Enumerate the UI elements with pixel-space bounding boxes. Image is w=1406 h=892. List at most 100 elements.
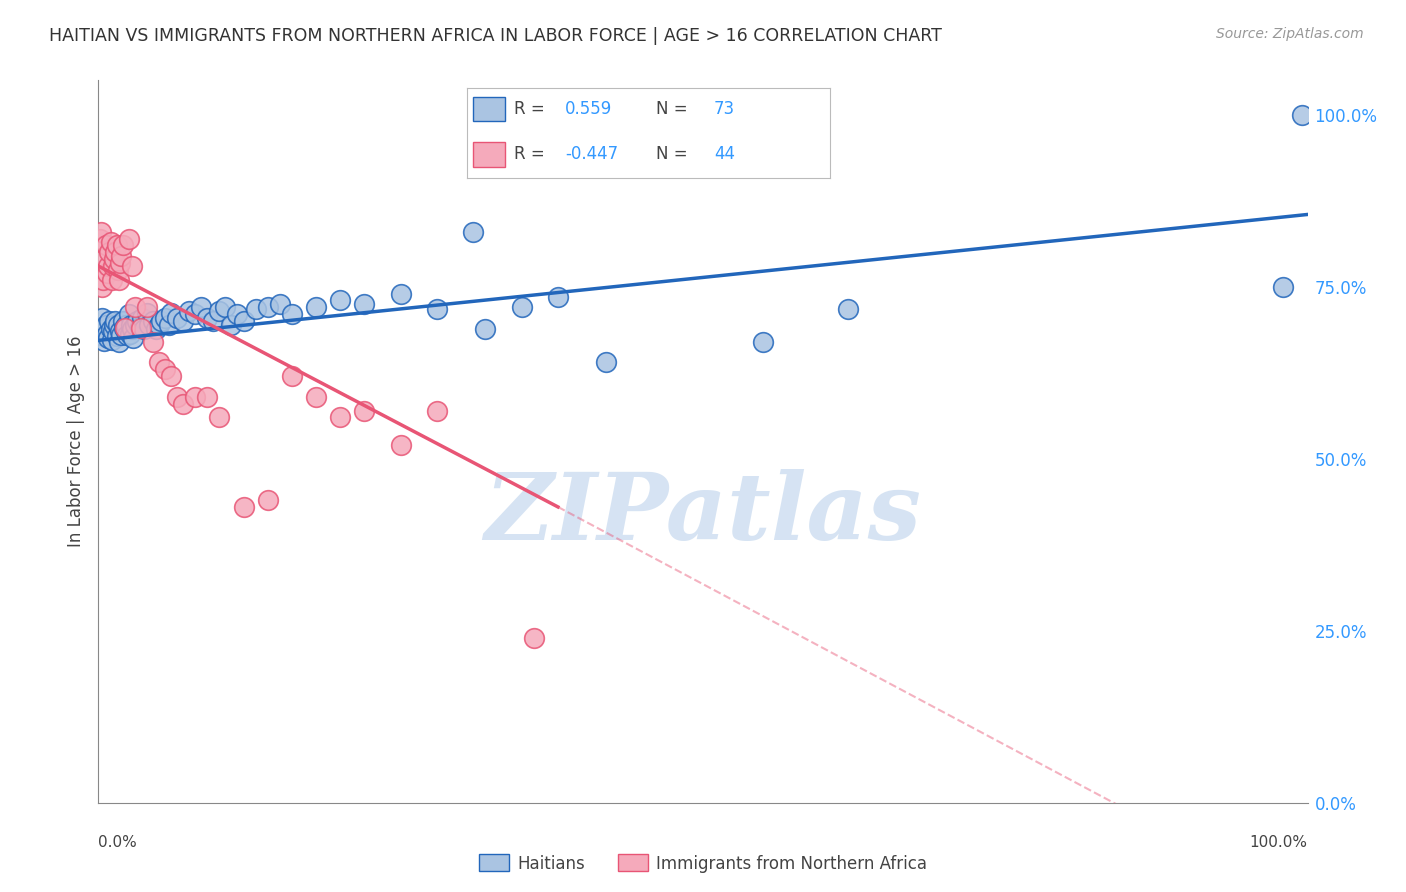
Point: [91, 322, 114, 336]
Point: [232, 314, 254, 328]
Point: [118, 307, 141, 321]
Point: [135, 306, 157, 320]
Point: [117, 327, 139, 342]
Point: [184, 307, 207, 321]
Point: [124, 301, 146, 315]
Point: [256, 493, 278, 508]
Point: [121, 322, 143, 336]
Point: [208, 410, 231, 425]
Point: [281, 307, 304, 321]
Point: [179, 303, 201, 318]
Point: [110, 249, 132, 263]
Point: [101, 259, 124, 273]
Point: [226, 307, 249, 321]
Point: [108, 255, 131, 269]
Point: [96, 326, 118, 341]
Point: [166, 310, 188, 325]
Point: [93, 334, 115, 348]
Point: [129, 321, 152, 335]
Point: [127, 314, 149, 328]
Point: [353, 297, 375, 311]
Point: [91, 273, 114, 287]
Point: [111, 314, 134, 328]
Point: [523, 631, 546, 645]
Point: [221, 318, 243, 332]
Point: [145, 322, 167, 336]
Point: [202, 314, 225, 328]
Point: [148, 318, 170, 332]
Point: [190, 301, 212, 315]
Point: [184, 390, 207, 404]
Point: [329, 293, 352, 308]
Point: [104, 245, 127, 260]
Point: [256, 301, 278, 315]
Point: [510, 301, 533, 315]
Text: Source: ZipAtlas.com: Source: ZipAtlas.com: [1216, 27, 1364, 41]
Point: [100, 322, 122, 336]
Point: [232, 500, 254, 514]
Point: [474, 322, 496, 336]
Point: [101, 325, 124, 339]
Point: [131, 310, 153, 325]
Point: [208, 303, 231, 318]
Point: [89, 327, 111, 342]
Text: HAITIAN VS IMMIGRANTS FROM NORTHERN AFRICA IN LABOR FORCE | AGE > 16 CORRELATION: HAITIAN VS IMMIGRANTS FROM NORTHERN AFRI…: [49, 27, 942, 45]
Point: [120, 318, 142, 332]
Point: [547, 290, 569, 304]
Point: [124, 318, 146, 332]
Point: [103, 252, 125, 267]
Point: [1272, 279, 1295, 293]
Point: [281, 369, 304, 384]
Point: [108, 325, 131, 339]
Point: [269, 297, 291, 311]
Point: [108, 273, 131, 287]
Point: [107, 262, 129, 277]
Text: 100.0%: 100.0%: [1250, 835, 1308, 850]
Point: [91, 310, 114, 325]
Point: [148, 355, 170, 369]
Point: [142, 314, 165, 328]
Point: [1291, 108, 1313, 122]
Point: [98, 314, 121, 328]
Point: [752, 334, 775, 349]
Point: [305, 390, 328, 404]
Point: [110, 327, 132, 342]
Point: [107, 318, 129, 332]
Point: [135, 301, 157, 315]
Text: 0.0%: 0.0%: [98, 835, 138, 850]
Point: [90, 225, 112, 239]
Point: [157, 318, 180, 332]
Point: [114, 322, 136, 336]
Point: [97, 259, 120, 273]
Point: [150, 314, 173, 328]
Point: [105, 238, 128, 252]
Point: [142, 334, 165, 349]
Point: [91, 279, 114, 293]
Point: [100, 273, 122, 287]
Point: [389, 438, 412, 452]
Point: [134, 322, 156, 336]
Point: [100, 235, 122, 249]
Point: [94, 318, 117, 332]
Point: [166, 390, 188, 404]
Point: [160, 369, 183, 384]
Point: [329, 410, 352, 425]
Point: [305, 301, 328, 315]
Point: [138, 318, 160, 332]
Point: [214, 301, 236, 315]
Point: [118, 231, 141, 245]
Point: [103, 318, 125, 332]
Point: [89, 231, 111, 245]
Point: [118, 326, 141, 341]
Legend: Haitians, Immigrants from Northern Africa: Haitians, Immigrants from Northern Afric…: [472, 847, 934, 880]
Point: [426, 301, 449, 316]
Point: [195, 310, 218, 325]
Point: [153, 362, 176, 376]
Point: [121, 259, 143, 273]
Point: [128, 319, 150, 334]
Point: [389, 286, 412, 301]
Point: [426, 403, 449, 417]
Point: [100, 334, 122, 348]
Point: [595, 355, 617, 369]
Point: [353, 403, 375, 417]
